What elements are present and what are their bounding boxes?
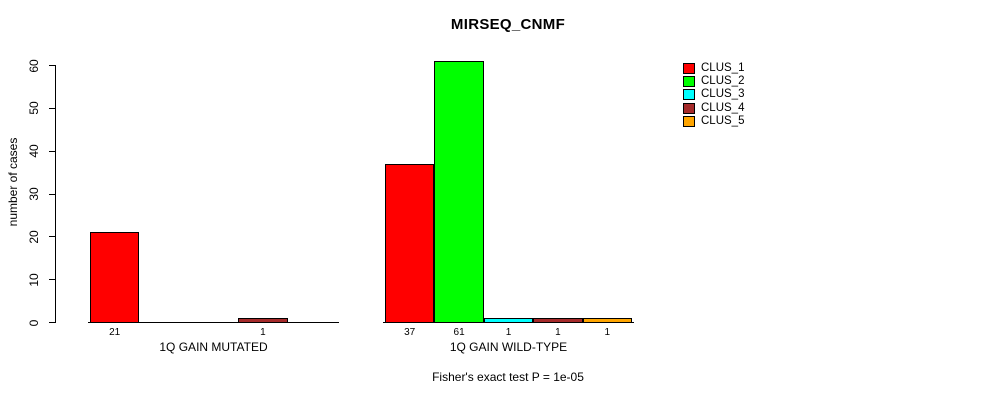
bar-clus_4-group2 [533, 317, 583, 323]
legend-row-clus_5: CLUS_5 [683, 115, 744, 128]
bar-clus_3-group2 [483, 317, 534, 323]
legend-row-clus_4: CLUS_4 [683, 102, 744, 115]
legend-label: CLUS_4 [701, 101, 745, 114]
bar-clus_5-group2 [582, 317, 632, 323]
legend-swatch-icon [683, 102, 695, 114]
y-tick-mark [49, 150, 55, 152]
y-axis-line [55, 65, 56, 323]
legend-label: CLUS_5 [701, 114, 745, 127]
y-tick-mark [49, 65, 55, 66]
bar-value-label: 1 [260, 327, 266, 338]
legend-label: CLUS_1 [701, 62, 745, 75]
legend-label: CLUS_2 [701, 75, 745, 88]
y-tick-mark [49, 236, 55, 238]
legend-swatch-icon [683, 63, 695, 75]
y-tick-label: 0 [27, 319, 41, 326]
y-axis-label: number of cases [6, 137, 20, 227]
bar-clus_1-group2 [385, 163, 435, 323]
bar-value-label: 37 [404, 327, 416, 338]
y-tick-mark [49, 322, 55, 323]
legend-swatch-icon [683, 89, 695, 101]
y-tick-label: 50 [27, 101, 41, 116]
bar-clus_1-group1 [90, 232, 140, 323]
y-tick-mark [49, 193, 55, 195]
y-tick-label: 30 [27, 187, 41, 201]
y-tick-label: 10 [27, 272, 41, 287]
bar-value-label: 61 [453, 327, 465, 338]
y-tick-mark [49, 279, 55, 281]
y-tick-label: 60 [27, 58, 41, 73]
group-label: 1Q GAIN WILD-TYPE [449, 340, 568, 354]
x-axis-baseline [88, 322, 339, 323]
legend-swatch-icon [683, 76, 695, 88]
legend-swatch-icon [683, 115, 695, 127]
legend: CLUS_1 CLUS_2 CLUS_3 CLUS_4 CLUS_5 [683, 62, 744, 128]
legend-row-clus_3: CLUS_3 [683, 88, 744, 101]
bar-value-label: 1 [505, 327, 512, 338]
footnote-fisher-test: Fisher's exact test P = 1e-05 [432, 370, 584, 384]
bar-clus_2-group2 [434, 60, 484, 323]
y-tick-mark [49, 107, 55, 109]
group-label: 1Q GAIN MUTATED [159, 340, 268, 354]
bar-value-label: 1 [604, 327, 611, 338]
y-tick-label: 40 [27, 144, 41, 158]
bar-value-label: 1 [555, 327, 561, 338]
legend-row-clus_1: CLUS_1 [683, 62, 744, 75]
bar-value-label: 21 [109, 327, 121, 338]
bar-clus_4-group1 [238, 317, 288, 323]
chart-title: MIRSEQ_CNMF [450, 16, 566, 33]
legend-label: CLUS_3 [701, 88, 745, 101]
legend-row-clus_2: CLUS_2 [683, 75, 744, 88]
y-tick-label: 20 [27, 230, 41, 244]
